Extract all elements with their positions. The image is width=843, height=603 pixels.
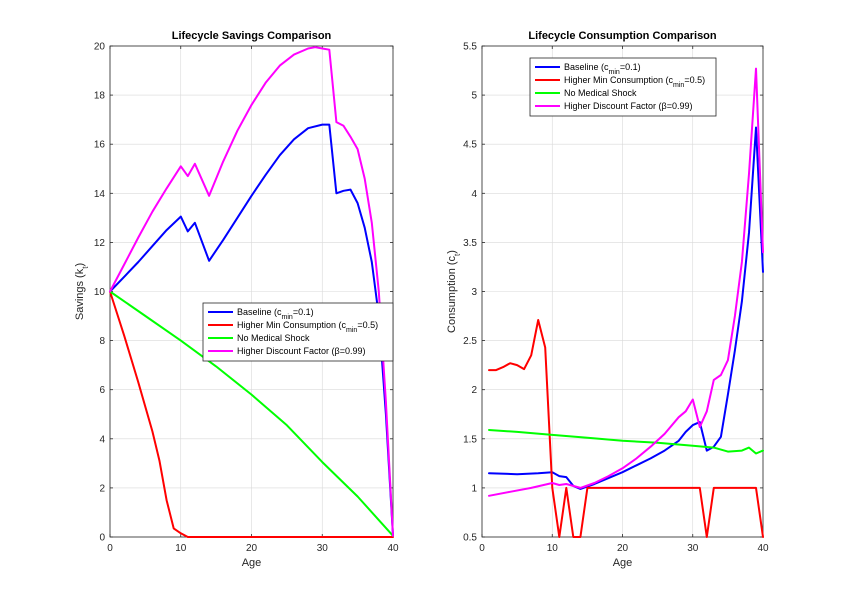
legend-entry-text-end: =0.5) xyxy=(684,75,705,85)
legend: Baseline (cmin=0.1)Higher Min Consumptio… xyxy=(529,57,717,117)
x-tick-label: 20 xyxy=(246,543,258,554)
series-line-3 xyxy=(109,290,394,537)
y-tick-label: 0 xyxy=(99,533,105,544)
y-tick-label: 4 xyxy=(471,189,477,200)
x-tick-label: 0 xyxy=(107,543,113,554)
y-axis-label: Savings (kt) xyxy=(74,263,90,320)
y-tick-label: 10 xyxy=(94,287,106,298)
y-tick-label: 3 xyxy=(471,287,477,298)
x-tick-label: 30 xyxy=(687,543,699,554)
legend-entry-text: Higher Min Consumption (c xyxy=(564,75,674,85)
legend-box xyxy=(529,57,717,117)
legend-entry-subscript: min xyxy=(346,327,357,334)
legend: Baseline (cmin=0.1)Higher Min Consumptio… xyxy=(202,302,394,362)
series-line-1 xyxy=(488,126,764,490)
y-tick-label: 4.5 xyxy=(463,140,477,151)
legend-entry-4: Higher Discount Factor (β=0.99) xyxy=(237,346,365,356)
series-line-2 xyxy=(109,290,394,538)
legend-entry-3: No Medical Shock xyxy=(564,88,637,98)
legend-entry-text-end: =0.1) xyxy=(620,62,641,72)
x-tick-label: 40 xyxy=(757,543,769,554)
y-tick-label: 18 xyxy=(94,91,106,102)
legend-entry-text: No Medical Shock xyxy=(564,88,637,98)
series-line-4 xyxy=(109,46,394,537)
x-tick-label: 10 xyxy=(175,543,187,554)
chart-panel-2: 0 10 20 30 40 0.5 1 1.5 2 2.5 3 3.5 4 4.5 5 5.5 Lifecycl… xyxy=(446,30,769,569)
y-tick-label: 20 xyxy=(94,42,106,53)
y-tick-label: 5.5 xyxy=(463,42,477,53)
x-tick-label: 0 xyxy=(479,543,485,554)
y-tick-label: 8 xyxy=(99,336,105,347)
y-axis-label-main: Savings (k xyxy=(74,268,86,320)
legend-entry-4: Higher Discount Factor (β=0.99) xyxy=(564,101,692,111)
legend-entry-3: No Medical Shock xyxy=(237,333,310,343)
legend-entry-subscript: min xyxy=(673,82,684,89)
y-tick-label: 2 xyxy=(99,483,105,494)
y-tick-label: 4 xyxy=(99,434,105,445)
series-line-2 xyxy=(488,319,764,538)
series-line-4 xyxy=(488,67,764,497)
y-tick-label: 14 xyxy=(94,189,106,200)
legend-entry-2: Higher Min Consumption (cmin=0.5) xyxy=(564,75,705,89)
y-tick-label: 5 xyxy=(471,91,477,102)
x-axis-label: Age xyxy=(613,557,633,569)
legend-entry-2: Higher Min Consumption (cmin=0.5) xyxy=(237,320,378,334)
legend-entry-text: Higher Discount Factor (β=0.99) xyxy=(564,101,692,111)
x-tick-label: 30 xyxy=(317,543,329,554)
legend-entry-1: Baseline (cmin=0.1) xyxy=(237,307,314,321)
y-axis-label-subscript: t xyxy=(81,266,90,269)
x-tick-label: 10 xyxy=(547,543,559,554)
y-axis-label-end: ) xyxy=(74,263,86,267)
legend-entry-text: Baseline (c xyxy=(237,307,282,317)
chart-panel-1: 0 10 20 30 40 0 2 4 6 8 10 12 14 16 18 20 Lifecycle Savi… xyxy=(74,30,399,569)
chart-title: Lifecycle Savings Comparison xyxy=(172,30,332,42)
x-tick-label: 20 xyxy=(617,543,629,554)
series-line-3 xyxy=(488,429,764,455)
y-tick-label: 12 xyxy=(94,238,106,249)
y-axis-label-main: Consumption (c xyxy=(446,255,458,333)
x-axis-label: Age xyxy=(242,557,262,569)
legend-entry-text: No Medical Shock xyxy=(237,333,310,343)
legend-entry-subscript: min xyxy=(282,314,293,321)
legend-entry-text: Baseline (c xyxy=(564,62,609,72)
series-line-1 xyxy=(109,123,394,537)
y-tick-label: 1 xyxy=(471,483,477,494)
y-tick-label: 6 xyxy=(99,385,105,396)
legend-entry-text: Higher Min Consumption (c xyxy=(237,320,347,330)
y-tick-label: 2 xyxy=(471,385,477,396)
x-tick-label: 40 xyxy=(387,543,399,554)
y-tick-label: 0.5 xyxy=(463,533,477,544)
legend-entry-text-end: =0.1) xyxy=(293,307,314,317)
y-tick-label: 3.5 xyxy=(463,238,477,249)
legend-box xyxy=(202,302,394,362)
y-axis-label-end: ) xyxy=(446,250,458,254)
y-tick-label: 2.5 xyxy=(463,336,477,347)
y-tick-label: 1.5 xyxy=(463,434,477,445)
chart-title: Lifecycle Consumption Comparison xyxy=(528,30,717,42)
y-axis-label-subscript: t xyxy=(453,253,462,256)
y-axis-label: Consumption (ct) xyxy=(446,250,462,333)
y-tick-label: 16 xyxy=(94,140,106,151)
legend-entry-text: Higher Discount Factor (β=0.99) xyxy=(237,346,365,356)
legend-entry-subscript: min xyxy=(609,69,620,76)
legend-entry-text-end: =0.5) xyxy=(357,320,378,330)
legend-entry-1: Baseline (cmin=0.1) xyxy=(564,62,641,76)
